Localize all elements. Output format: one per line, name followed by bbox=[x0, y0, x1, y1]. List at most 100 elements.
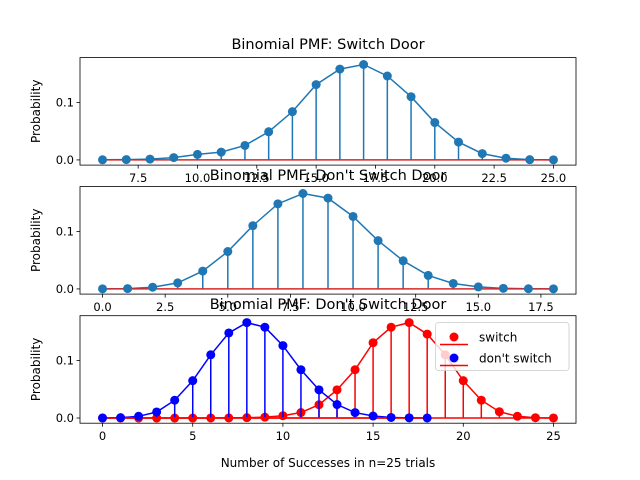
series-0-point bbox=[498, 283, 508, 293]
series-0-point bbox=[473, 282, 483, 292]
x-tick-label: 15.0 bbox=[303, 171, 329, 185]
x-tick-label: 20.0 bbox=[422, 171, 448, 185]
x-tick-label: 10 bbox=[276, 429, 291, 443]
series-0-point bbox=[359, 59, 369, 69]
series-switch-point bbox=[332, 385, 342, 395]
series-don-t-switch-point bbox=[260, 322, 270, 332]
series-0-point bbox=[454, 137, 464, 147]
x-tick-label: 10.0 bbox=[185, 171, 211, 185]
series-0-point bbox=[348, 211, 358, 221]
panel-2-ylabel: Probability bbox=[29, 209, 43, 272]
series-0-point bbox=[298, 188, 308, 198]
x-tick-label: 17.5 bbox=[363, 171, 389, 185]
series-0-point bbox=[398, 256, 408, 266]
series-switch-point bbox=[350, 365, 360, 375]
series-don-t-switch-point bbox=[350, 408, 360, 418]
series-switch-point bbox=[386, 322, 396, 332]
series-0-point bbox=[121, 155, 131, 165]
series-0-point bbox=[287, 107, 297, 117]
panel-2-title: Binomial PMF: Don't Switch Door bbox=[210, 168, 447, 184]
y-tick-label: 0.0 bbox=[56, 282, 74, 296]
series-0-point bbox=[523, 284, 533, 294]
y-tick-label: 0.0 bbox=[56, 153, 74, 167]
panel-3-frame bbox=[79, 315, 577, 424]
x-tick-label: 5.0 bbox=[219, 300, 237, 314]
series-0-point bbox=[382, 71, 392, 81]
x-tick-label: 7.5 bbox=[129, 171, 147, 185]
series-don-t-switch-point bbox=[278, 341, 288, 351]
series-0-point bbox=[501, 153, 511, 163]
series-switch-point bbox=[476, 395, 486, 405]
x-tick-label: 0 bbox=[99, 429, 106, 443]
series-switch-point bbox=[512, 411, 522, 421]
panel-1-frame bbox=[79, 57, 577, 166]
series-0-point bbox=[430, 118, 440, 128]
series-0-point bbox=[173, 278, 183, 288]
panel-3-xlabel: Number of Successes in n=25 trials bbox=[221, 456, 436, 470]
series-0-point bbox=[223, 247, 233, 257]
series-don-t-switch-point bbox=[296, 365, 306, 375]
x-tick-label: 15.0 bbox=[465, 300, 491, 314]
series-don-t-switch-point bbox=[332, 400, 342, 410]
series-0-point bbox=[311, 80, 321, 90]
series-0-point bbox=[198, 266, 208, 276]
y-tick-label: 0.1 bbox=[56, 224, 74, 238]
panel-3-ticks: 0 5 10 15 20 25 0.0 0.1 bbox=[56, 354, 561, 444]
x-tick-label: 25 bbox=[546, 429, 561, 443]
x-tick-label: 12.5 bbox=[403, 300, 429, 314]
series-0-point bbox=[264, 127, 274, 137]
legend-marker-dont-switch bbox=[449, 353, 459, 363]
series-don-t-switch-point bbox=[170, 395, 180, 405]
panel-1-title: Binomial PMF: Switch Door bbox=[231, 37, 424, 53]
panel-3-marks bbox=[98, 318, 558, 423]
y-tick-label: 0.1 bbox=[56, 354, 74, 368]
x-tick-label: 10.0 bbox=[340, 300, 366, 314]
legend-marker-switch bbox=[449, 332, 459, 342]
x-tick-label: 5 bbox=[189, 429, 196, 443]
x-tick-label: 17.5 bbox=[528, 300, 554, 314]
series-0-point bbox=[169, 153, 179, 163]
panel-1-marks bbox=[98, 59, 558, 165]
series-switch-point bbox=[530, 413, 540, 423]
y-tick-label: 0.0 bbox=[56, 411, 74, 425]
series-0-point bbox=[123, 284, 133, 294]
x-tick-label: 0.0 bbox=[93, 300, 111, 314]
series-0-point bbox=[525, 155, 535, 165]
series-0-point bbox=[240, 140, 250, 150]
panel-2-marks bbox=[98, 188, 558, 294]
x-tick-label: 7.5 bbox=[281, 300, 299, 314]
series-don-t-switch-point bbox=[116, 413, 126, 423]
series-0-point bbox=[192, 149, 202, 159]
series-switch-point bbox=[548, 413, 558, 423]
series-don-t-switch-point bbox=[404, 413, 414, 423]
legend-box bbox=[435, 322, 570, 371]
series-don-t-switch-point bbox=[134, 411, 144, 421]
y-tick-label: 0.1 bbox=[56, 95, 74, 109]
panel-comparison: 0 5 10 15 20 25 0.0 0.1 Binomial PMF: Don't Swi… bbox=[29, 297, 577, 470]
panel-3-title: Binomial PMF: Don't Switch Door bbox=[210, 297, 447, 313]
series-0-point bbox=[323, 193, 333, 203]
panel-1-ticks: 7.5 10.0 12.5 15.0 17.5 20.0 22.5 25.0 0.0 0.1 bbox=[56, 95, 567, 185]
series-switch-point bbox=[458, 376, 468, 386]
panel-dont-switch-door: 0.0 2.5 5.0 7.5 10.0 12.5 15.0 17.5 0.0 0.1 Binom… bbox=[29, 168, 577, 314]
legend: switch don't switch bbox=[435, 322, 570, 371]
series-0-point bbox=[406, 92, 416, 102]
x-tick-label: 25.0 bbox=[541, 171, 567, 185]
series-don-t-switch-point bbox=[224, 328, 234, 338]
x-tick-label: 20 bbox=[456, 429, 471, 443]
series-0-point bbox=[423, 270, 433, 280]
series-don-t-switch-point bbox=[386, 412, 396, 422]
panel-1-ylabel: Probability bbox=[29, 80, 43, 143]
series-don-t-switch-point bbox=[206, 350, 216, 360]
series-0-point bbox=[145, 154, 155, 164]
series-0-point bbox=[98, 155, 108, 165]
x-tick-label: 22.5 bbox=[481, 171, 507, 185]
series-don-t-switch-point bbox=[98, 413, 108, 423]
series-don-t-switch-point bbox=[314, 385, 324, 395]
series-don-t-switch-point bbox=[152, 407, 162, 417]
panel-2-frame bbox=[79, 186, 577, 295]
series-don-t-switch-point bbox=[422, 413, 432, 423]
series-0-point bbox=[548, 284, 558, 294]
series-don-t-switch-point bbox=[242, 318, 252, 328]
